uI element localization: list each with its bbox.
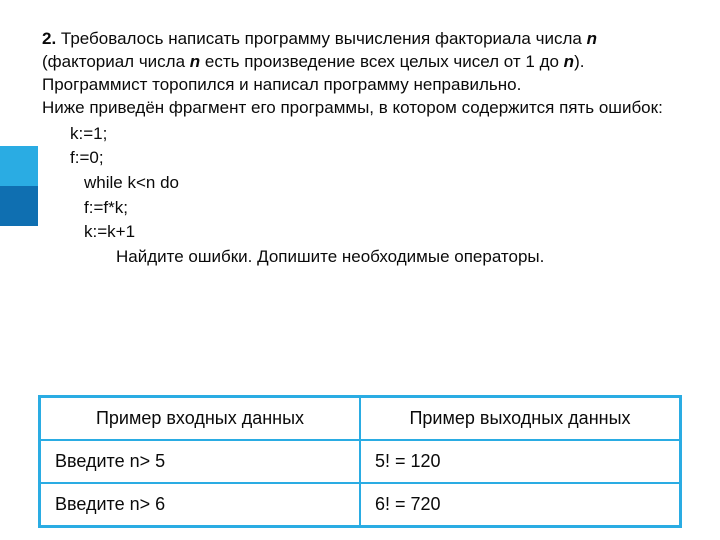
var-n-3: n: [564, 52, 574, 71]
intro-paragraph: 2. Требовалось написать программу вычисл…: [42, 28, 692, 74]
header-input: Пример входных данных: [40, 397, 361, 441]
cell-input: Введите n> 6: [40, 483, 361, 527]
header-output: Пример выходных данных: [360, 397, 681, 441]
side-accent: [0, 146, 38, 226]
intro-text-4: ).: [574, 52, 584, 71]
intro-text-2: (факториал числа: [42, 52, 190, 71]
table-header-row: Пример входных данных Пример выходных да…: [40, 397, 681, 441]
table-row: Введите n> 5 5! = 120: [40, 440, 681, 483]
accent-top: [0, 146, 38, 186]
intro-text-1: Требовалось написать программу вычислени…: [56, 29, 586, 48]
task-line: Найдите ошибки. Допишите необходимые опе…: [116, 245, 692, 270]
code-line-4: f:=f*k;: [84, 196, 692, 221]
cell-input: Введите n> 5: [40, 440, 361, 483]
var-n-1: n: [587, 29, 597, 48]
problem-number: 2.: [42, 29, 56, 48]
table-row: Введите n> 6 6! = 720: [40, 483, 681, 527]
code-line-1: k:=1;: [70, 122, 692, 147]
line-3: Ниже приведён фрагмент его программы, в …: [42, 97, 692, 120]
accent-bottom: [0, 186, 38, 226]
example-table: Пример входных данных Пример выходных да…: [38, 395, 682, 528]
code-line-5: k:=k+1: [84, 220, 692, 245]
var-n-2: n: [190, 52, 200, 71]
problem-text: 2. Требовалось написать программу вычисл…: [42, 28, 692, 270]
cell-output: 5! = 120: [360, 440, 681, 483]
cell-output: 6! = 720: [360, 483, 681, 527]
intro-text-3: есть произведение всех целых чисел от 1 …: [200, 52, 564, 71]
line-2: Программист торопился и написал программ…: [42, 74, 692, 97]
code-line-3: while k<n do: [84, 171, 692, 196]
code-block: k:=1; f:=0; while k<n do f:=f*k; k:=k+1 …: [70, 122, 692, 270]
code-line-2: f:=0;: [70, 146, 692, 171]
